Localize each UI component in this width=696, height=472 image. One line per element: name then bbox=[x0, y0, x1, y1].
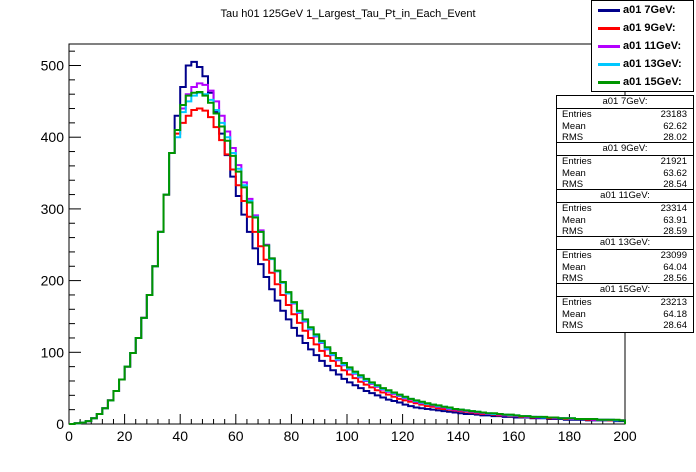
y-tick-label: 100 bbox=[41, 344, 65, 360]
stats-entries-value: 23213 bbox=[660, 297, 687, 308]
x-tick-label: 20 bbox=[117, 428, 133, 444]
stats-mean-value: 63.91 bbox=[663, 214, 687, 226]
chart-title: Tau h01 125GeV 1_Largest_Tau_Pt_in_Each_… bbox=[220, 8, 476, 20]
stats-title: a01 11GeV: bbox=[557, 190, 693, 203]
stats-entries-value: 23183 bbox=[660, 109, 687, 120]
x-tick-label: 200 bbox=[613, 428, 637, 444]
stats-rms-value: 28.59 bbox=[663, 226, 687, 237]
stats-box-15gev: a01 15GeV: Entries 23213 Mean 64.18 RMS 28.… bbox=[556, 283, 694, 333]
stats-rms-value: 28.56 bbox=[663, 273, 687, 284]
stats-entries-label: Entries bbox=[562, 203, 592, 214]
legend-entry-7gev: a01 7GeV: bbox=[592, 1, 695, 19]
stats-entries-value: 23314 bbox=[660, 203, 687, 214]
stats-mean-label: Mean bbox=[562, 214, 586, 226]
stats-rms-label: RMS bbox=[562, 179, 584, 190]
stats-mean-label: Mean bbox=[562, 308, 586, 320]
legend-label-15gev: a01 15GeV: bbox=[623, 76, 682, 88]
x-tick-label: 180 bbox=[558, 428, 582, 444]
stats-entries-label: Entries bbox=[562, 297, 592, 308]
stats-box-9gev: a01 9GeV: Entries 21921 Mean 63.62 RMS 28.5… bbox=[556, 142, 694, 192]
stats-rms-label: RMS bbox=[562, 273, 584, 284]
stats-title: a01 7GeV: bbox=[557, 96, 693, 109]
legend-label-13gev: a01 13GeV: bbox=[623, 58, 682, 70]
y-tick-label: 0 bbox=[56, 416, 64, 432]
stats-title: a01 9GeV: bbox=[557, 143, 693, 156]
x-tick-label: 40 bbox=[172, 428, 188, 444]
stats-entries-value: 23099 bbox=[660, 250, 687, 261]
stats-title: a01 15GeV: bbox=[557, 284, 693, 297]
legend-entry-11gev: a01 11GeV: bbox=[592, 37, 695, 55]
stats-mean-label: Mean bbox=[562, 261, 586, 273]
stats-box-7gev: a01 7GeV: Entries 23183 Mean 62.62 RMS 28.0… bbox=[556, 95, 694, 145]
legend-swatch-15gev bbox=[598, 81, 620, 84]
x-tick-label: 80 bbox=[284, 428, 300, 444]
stats-mean-value: 64.18 bbox=[663, 308, 687, 320]
stats-mean-value: 63.62 bbox=[663, 167, 687, 179]
stats-rms-value: 28.64 bbox=[663, 320, 687, 331]
stats-box-11gev: a01 11GeV: Entries 23314 Mean 63.91 RMS 28.… bbox=[556, 189, 694, 239]
x-tick-label: 100 bbox=[335, 428, 359, 444]
legend-label-11gev: a01 11GeV: bbox=[623, 40, 682, 52]
stats-rms-value: 28.02 bbox=[663, 132, 687, 143]
stats-entries-label: Entries bbox=[562, 250, 592, 261]
stats-entries-label: Entries bbox=[562, 156, 592, 167]
stats-rms-label: RMS bbox=[562, 132, 584, 143]
legend-swatch-13gev bbox=[598, 63, 620, 66]
stats-rms-label: RMS bbox=[562, 226, 584, 237]
y-tick-label: 300 bbox=[41, 201, 65, 217]
x-tick-label: 0 bbox=[65, 428, 73, 444]
stats-mean-label: Mean bbox=[562, 120, 586, 132]
stats-mean-label: Mean bbox=[562, 167, 586, 179]
y-tick-label: 400 bbox=[41, 129, 65, 145]
legend-entry-13gev: a01 13GeV: bbox=[592, 55, 695, 73]
stats-mean-value: 62.62 bbox=[663, 120, 687, 132]
legend-label-7gev: a01 7GeV: bbox=[623, 4, 676, 16]
x-tick-label: 160 bbox=[502, 428, 526, 444]
legend: a01 7GeV: a01 9GeV: a01 11GeV: a01 13GeV… bbox=[591, 0, 694, 92]
stats-entries-value: 21921 bbox=[660, 156, 687, 167]
stats-rms-label: RMS bbox=[562, 320, 584, 331]
stats-box-13gev: a01 13GeV: Entries 23099 Mean 64.04 RMS 28.… bbox=[556, 236, 694, 286]
histogram-series-4 bbox=[69, 91, 626, 425]
x-tick-label: 140 bbox=[447, 428, 471, 444]
stats-entries-label: Entries bbox=[562, 109, 592, 120]
stats-rms-value: 28.54 bbox=[663, 179, 687, 190]
legend-entry-15gev: a01 15GeV: bbox=[592, 73, 695, 91]
stats-mean-value: 64.04 bbox=[663, 261, 687, 273]
x-tick-label: 60 bbox=[228, 428, 244, 444]
legend-label-9gev: a01 9GeV: bbox=[623, 22, 676, 34]
legend-swatch-11gev bbox=[598, 45, 620, 48]
legend-entry-9gev: a01 9GeV: bbox=[592, 19, 695, 37]
y-tick-label: 200 bbox=[41, 273, 65, 289]
y-tick-label: 500 bbox=[41, 58, 65, 74]
legend-swatch-7gev bbox=[598, 9, 620, 12]
legend-swatch-9gev bbox=[598, 27, 620, 30]
stats-title: a01 13GeV: bbox=[557, 237, 693, 250]
x-tick-label: 120 bbox=[391, 428, 415, 444]
